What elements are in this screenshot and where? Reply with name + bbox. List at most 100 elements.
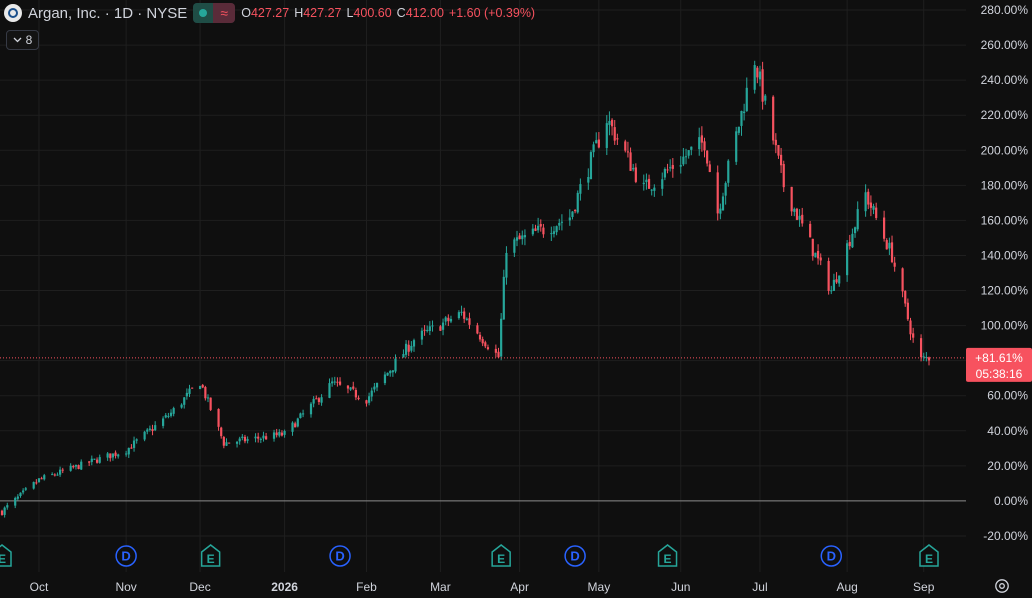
candle-body — [832, 279, 836, 291]
candle-body — [795, 208, 799, 220]
candle-body — [827, 261, 830, 291]
candle-body — [890, 242, 894, 263]
open-value: 427.27 — [250, 6, 290, 20]
candle-body — [328, 383, 331, 398]
candle-body — [111, 453, 115, 458]
candle-body — [743, 111, 746, 114]
candle-body — [272, 432, 276, 439]
candle-body — [679, 165, 682, 167]
candle-body — [460, 311, 463, 313]
candle-body — [616, 138, 619, 140]
candle-body — [798, 215, 801, 220]
candle-body — [737, 126, 740, 133]
market-status-badge[interactable]: ≈ — [193, 3, 236, 23]
earnings-marker-icon — [657, 544, 678, 567]
candle-body — [114, 452, 117, 456]
candle-body — [24, 488, 27, 490]
candle-body — [753, 65, 756, 90]
candle-body — [919, 338, 923, 358]
y-tick-label: 280.00% — [981, 3, 1029, 17]
candle-body — [0, 510, 4, 515]
candle-body — [764, 95, 767, 101]
candle-body — [80, 461, 83, 470]
candle-body — [16, 496, 19, 499]
candle-body — [571, 211, 574, 217]
candle-body — [716, 172, 719, 214]
candle-body — [642, 182, 645, 185]
candle-body — [684, 156, 688, 158]
candle-body — [333, 381, 336, 383]
candle-body — [95, 459, 99, 463]
candle-body — [647, 178, 651, 189]
candle-body — [3, 507, 6, 515]
y-tick-label: 140.00% — [981, 248, 1029, 262]
y-tick-label: 40.00% — [987, 424, 1028, 438]
candle-body — [560, 221, 563, 223]
x-tick-label: Aug — [836, 580, 857, 594]
candle-body — [299, 413, 302, 419]
candle-body — [486, 347, 490, 350]
candle-body — [243, 436, 247, 442]
candle-body — [864, 192, 867, 212]
candle-body — [624, 141, 627, 151]
candle-body — [629, 152, 632, 171]
candle-body — [666, 169, 669, 171]
dividend-marker-icon — [820, 545, 843, 567]
candle-body — [597, 139, 600, 148]
change-value: +1.60 (+0.39%) — [448, 6, 536, 20]
candle-body — [404, 343, 408, 355]
high-label: H — [294, 6, 304, 20]
dividend-marker-label: D — [570, 549, 579, 564]
candle-body — [484, 342, 487, 347]
candle-body — [761, 69, 764, 102]
candle-body — [72, 465, 75, 468]
candle-body — [209, 397, 212, 410]
candle-body — [162, 418, 165, 426]
candle-body — [317, 398, 321, 403]
candle-body — [428, 326, 431, 332]
symbol-title[interactable]: Argan, Inc. · 1D · NYSE — [28, 4, 188, 22]
candle-body — [125, 453, 128, 455]
candle-body — [206, 397, 210, 399]
candle-body — [349, 387, 352, 390]
candle-body — [719, 208, 722, 214]
indicators-toggle-button[interactable]: 8 — [6, 30, 39, 50]
dividend-marker-label: D — [827, 549, 836, 564]
candle-body — [167, 415, 170, 417]
y-tick-label: 160.00% — [981, 213, 1029, 227]
candle-body — [531, 228, 534, 235]
candle-body — [494, 348, 497, 353]
candle-body — [465, 318, 468, 320]
y-tick-label: 180.00% — [981, 178, 1029, 192]
candle-body — [280, 432, 284, 436]
candle-body — [180, 404, 183, 408]
candle-body — [431, 325, 434, 327]
y-tick-label: 260.00% — [981, 38, 1029, 52]
candle-body — [708, 164, 711, 173]
candle-body — [164, 415, 167, 418]
candle-body — [225, 442, 228, 446]
candle-body — [552, 231, 556, 234]
candle-body — [463, 311, 466, 319]
candle-body — [169, 412, 173, 416]
candle-body — [758, 71, 762, 80]
candle-body — [476, 325, 479, 334]
candle-body — [77, 465, 80, 470]
y-tick-label: -20.00% — [983, 529, 1028, 543]
low-label: L — [346, 6, 354, 20]
chart-settings-button[interactable] — [992, 576, 1012, 596]
candle-body — [312, 398, 315, 404]
candle-body — [6, 505, 9, 508]
candle-body — [254, 436, 257, 439]
candle-body — [735, 131, 738, 162]
candle-body — [370, 390, 373, 397]
candle-body — [515, 237, 519, 241]
candle-body — [634, 167, 637, 182]
candle-body — [721, 196, 725, 211]
candle-body — [457, 312, 460, 319]
candle-body — [724, 183, 727, 196]
candle-body — [185, 392, 188, 397]
candle-body — [88, 461, 91, 463]
